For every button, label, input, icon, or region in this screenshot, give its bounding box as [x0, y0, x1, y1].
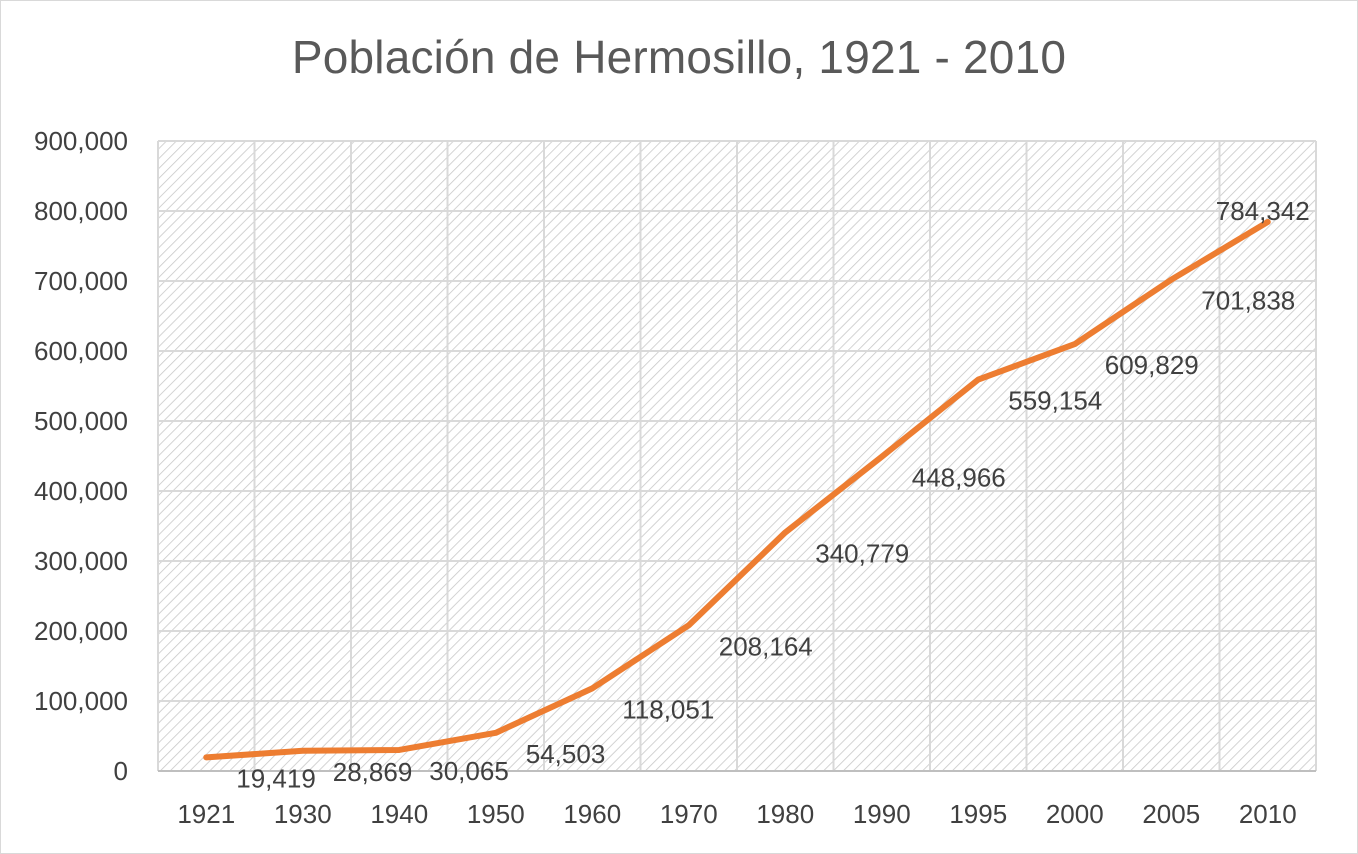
- data-label: 559,154: [1008, 386, 1102, 416]
- data-label: 28,869: [333, 757, 413, 787]
- data-label: 54,503: [526, 739, 606, 769]
- data-label: 609,829: [1105, 350, 1199, 380]
- data-label: 118,051: [622, 694, 714, 724]
- chart-title: Población de Hermosillo, 1921 - 2010: [291, 31, 1067, 83]
- y-tick-label: 200,000: [34, 616, 128, 646]
- x-tick-label: 1970: [660, 799, 718, 829]
- x-tick-label: 1950: [467, 799, 525, 829]
- y-axis-tick-labels: 0 100,000 200,000 300,000 400,000 500,000 600,…: [34, 126, 128, 786]
- data-labels: 19,419 28,869 30,065 54,503 118,051 208,164 34…: [236, 196, 1309, 793]
- x-tick-label: 1960: [563, 799, 621, 829]
- data-label: 19,419: [236, 763, 316, 793]
- series-line: [203, 218, 1271, 761]
- x-tick-label: 2005: [1142, 799, 1200, 829]
- data-label: 340,779: [815, 538, 909, 568]
- x-tick-label: 1980: [756, 799, 814, 829]
- y-tick-label: 100,000: [34, 686, 128, 716]
- x-tick-label: 1930: [274, 799, 332, 829]
- y-tick-label: 400,000: [34, 476, 128, 506]
- x-tick-label: 2000: [1046, 799, 1104, 829]
- data-label: 208,164: [719, 631, 813, 661]
- x-tick-label: 1940: [370, 799, 428, 829]
- y-tick-label: 900,000: [34, 126, 128, 156]
- data-label: 701,838: [1201, 286, 1295, 316]
- y-tick-label: 600,000: [34, 336, 128, 366]
- x-tick-label: 1990: [853, 799, 911, 829]
- data-label: 30,065: [429, 756, 509, 786]
- y-tick-label: 800,000: [34, 196, 128, 226]
- y-tick-label: 0: [114, 756, 128, 786]
- y-tick-label: 500,000: [34, 406, 128, 436]
- y-tick-label: 300,000: [34, 546, 128, 576]
- x-tick-label: 1921: [177, 799, 235, 829]
- vertical-gridlines: [157, 141, 1317, 771]
- x-tick-label: 1995: [949, 799, 1007, 829]
- data-label: 448,966: [912, 463, 1006, 493]
- series-poblacion: [203, 218, 1271, 761]
- x-axis-tick-labels: 1921 1930 1940 1950 1960 1970 1980 1990 1995 2000…: [177, 799, 1296, 829]
- x-tick-label: 2010: [1239, 799, 1297, 829]
- y-tick-label: 700,000: [34, 266, 128, 296]
- data-label: 784,342: [1216, 196, 1310, 226]
